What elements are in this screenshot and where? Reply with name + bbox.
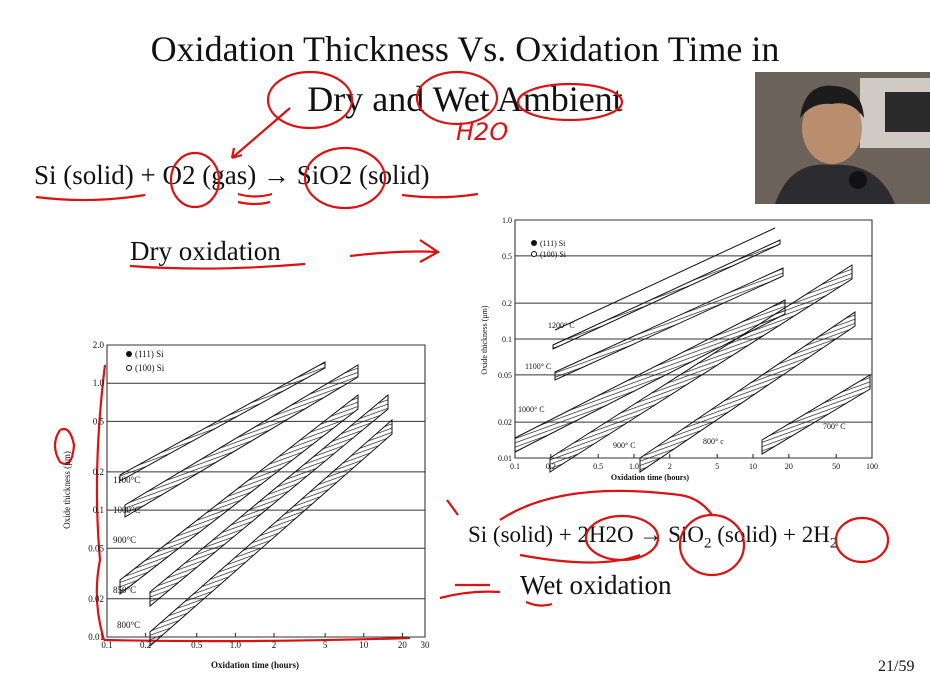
x-tick-label: 2 [668,462,672,471]
x-tick-label: 10 [359,640,369,650]
x-axis-label: Oxidation time (hours) [211,660,299,670]
x-tick-label: 0.2 [140,640,151,650]
subscript: 2 [703,535,712,552]
band-label: 700° C [823,422,846,431]
y-axis-label: Oxide thickness (μm) [62,451,72,529]
x-axis-label: Oxidation time (hours) [611,473,690,482]
x-tick-label: 50 [832,462,840,471]
x-tick-label: 5 [715,462,719,471]
y-tick-label: 0.5 [502,252,512,261]
oxidation-band [149,393,389,608]
legend-label: (111) Si [540,239,566,248]
dry-equation: Si (solid) + O2 (gas) → SiO2 (solid) [34,160,430,190]
annotations [35,70,890,643]
reference-line [554,227,776,331]
x-tick-label: 100 [866,462,878,471]
y-tick-label: 0.01 [498,454,512,463]
band-label: 1100°C [113,475,140,485]
band-label: 1000° C [518,405,545,414]
y-tick-label: 0.5 [93,416,105,426]
oxidation-band [761,374,871,455]
y-tick-label: 0.02 [498,418,512,427]
legend-label: (111) Si [135,349,164,359]
y-tick-label: 0.05 [498,371,512,380]
band-label: 900°C [113,535,136,545]
subscript: 2 [829,535,838,552]
band-label: 1000°C [113,505,141,515]
page-number: 21/59 [878,658,915,675]
wet-label: Wet oxidation [520,570,672,600]
x-tick-label: 20 [785,462,793,471]
y-tick-label: 1.0 [93,378,105,388]
legend-label: (100) Si [540,250,567,259]
oxidation-band [124,364,359,518]
title-line: Dry and Wet Ambient [307,79,623,119]
y-tick-label: 0.1 [502,335,512,344]
band-label: 1200° C [548,321,575,330]
oxidation-band [639,311,856,473]
x-tick-label: 0.5 [593,462,603,471]
oxidation-band [119,361,326,482]
x-tick-label: 5 [323,640,328,650]
legend-symbol [126,365,132,371]
band-label: 800° c [703,437,724,446]
band-label: 850°C [113,585,136,595]
webcam [755,72,930,204]
oxidation-band [554,267,784,381]
y-tick-label: 1.0 [502,216,512,225]
x-tick-label: 0.1 [101,640,112,650]
y-tick-label: 0.01 [88,632,104,642]
legend-label: (100) Si [135,363,165,373]
legend-symbol [531,251,537,257]
oxidation-band [549,264,853,473]
dry-label: Dry oxidation [130,236,281,266]
oxidation-band [552,239,781,350]
legend-symbol [531,240,537,246]
title-line: Oxidation Thickness Vs. Oxidation Time i… [150,29,780,69]
x-tick-label: 10 [749,462,757,471]
legend-symbol [126,351,132,357]
x-tick-label: 30 [421,640,431,650]
x-tick-label: 20 [398,640,408,650]
x-tick-label: 2 [272,640,277,650]
x-tick-label: 0.5 [191,640,203,650]
band-label: 1100° C [525,362,551,371]
y-tick-label: 0.05 [88,543,104,553]
y-tick-label: 0.1 [93,505,104,515]
oxidation-band [149,418,393,648]
y-tick-label: 0.02 [88,594,104,604]
band-label: 800°C [117,620,140,630]
x-tick-label: 0.1 [510,462,520,471]
band-label: 900° C [613,441,636,450]
y-tick-label: 0.2 [93,467,104,477]
y-tick-label: 2.0 [93,340,105,350]
x-tick-label: 1.0 [230,640,242,650]
y-tick-label: 0.2 [502,299,512,308]
oxidation-band [119,393,359,596]
x-tick-label: 1.0 [629,462,639,471]
y-axis-label: Oxide thickness (μm) [480,305,489,375]
